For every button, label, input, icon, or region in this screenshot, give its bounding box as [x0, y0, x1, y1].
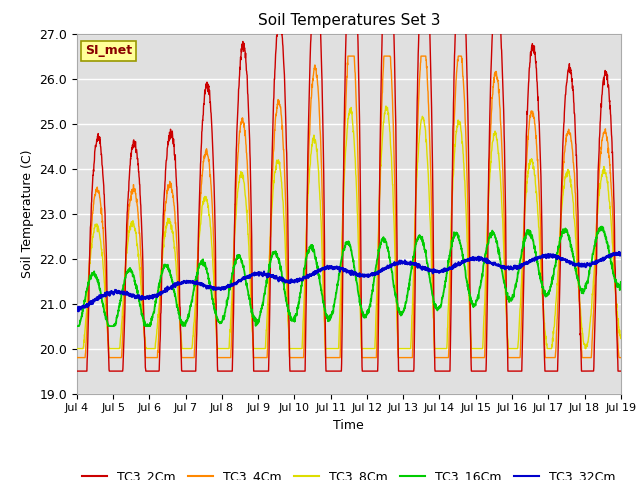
Legend: TC3_2Cm, TC3_4Cm, TC3_8Cm, TC3_16Cm, TC3_32Cm: TC3_2Cm, TC3_4Cm, TC3_8Cm, TC3_16Cm, TC3… — [77, 465, 621, 480]
Text: SI_met: SI_met — [85, 44, 132, 58]
Y-axis label: Soil Temperature (C): Soil Temperature (C) — [20, 149, 34, 278]
Title: Soil Temperatures Set 3: Soil Temperatures Set 3 — [257, 13, 440, 28]
X-axis label: Time: Time — [333, 419, 364, 432]
